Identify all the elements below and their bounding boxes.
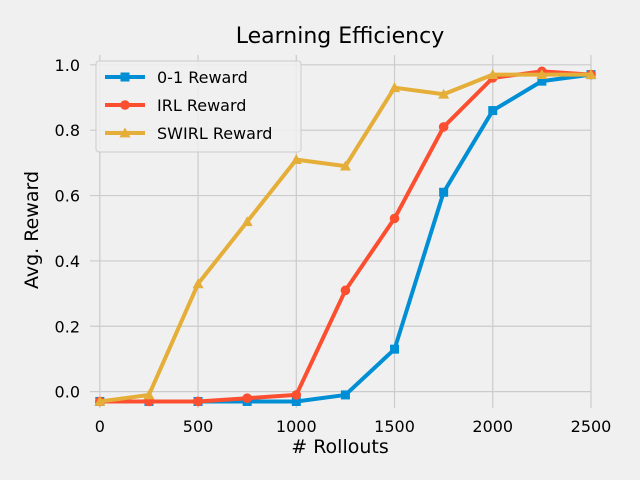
data-point-irl-reward	[438, 122, 449, 132]
x-axis-label: # Rollouts	[291, 436, 389, 458]
data-point-swirl-reward	[143, 389, 155, 400]
legend-item-swirl-reward: SWIRL Reward	[105, 124, 272, 143]
data-point-swirl-reward	[585, 69, 597, 80]
data-point-0-1-reward	[537, 76, 547, 86]
legend-item-irl-reward: IRL Reward	[105, 96, 246, 115]
data-point-swirl-reward	[290, 154, 302, 164]
y-tick-label: 1.0	[55, 56, 80, 75]
y-tick-label: 0.4	[55, 252, 80, 271]
x-tick-label: 1500	[374, 417, 415, 436]
data-point-swirl-reward	[487, 69, 499, 80]
legend-label: SWIRL Reward	[157, 124, 272, 143]
data-point-0-1-reward	[439, 187, 449, 197]
data-point-swirl-reward	[339, 160, 351, 171]
legend-item-0-1-reward: 0-1 Reward	[105, 68, 248, 87]
y-axis-label: Avg. Reward	[21, 171, 43, 289]
y-axis-ticks: 0.0 0.2 0.4 0.6 0.8 1.0	[55, 56, 80, 402]
x-tick-label: 500	[183, 417, 214, 436]
legend-marker	[120, 100, 130, 110]
data-point-swirl-reward	[241, 216, 253, 227]
y-tick-label: 0.2	[55, 317, 80, 336]
y-tick-label: 0.6	[55, 187, 80, 206]
x-tick-label: 2500	[571, 417, 612, 436]
series-swirl-reward	[94, 69, 597, 406]
data-point-irl-reward	[389, 213, 400, 224]
data-point-0-1-reward	[291, 396, 301, 406]
legend-marker	[119, 127, 131, 138]
x-tick-label: 0	[95, 417, 105, 436]
data-point-0-1-reward	[340, 390, 350, 400]
data-point-irl-reward	[242, 393, 252, 403]
data-point-swirl-reward	[94, 395, 106, 406]
x-tick-label: 2000	[472, 417, 513, 436]
legend-marker	[120, 72, 130, 82]
series-layer	[94, 66, 597, 407]
data-point-irl-reward	[340, 285, 351, 296]
legend: 0-1 Reward IRL Reward SWIRL Reward	[95, 60, 302, 153]
data-point-irl-reward	[291, 390, 302, 400]
legend-label: IRL Reward	[157, 96, 246, 115]
y-tick-label: 0.0	[55, 383, 80, 402]
data-point-0-1-reward	[488, 106, 498, 116]
x-tick-label: 1000	[276, 417, 317, 436]
chart-title: Learning Efficiency	[236, 24, 444, 49]
data-point-swirl-reward	[536, 69, 548, 80]
data-point-swirl-reward	[192, 278, 204, 289]
legend-label: 0-1 Reward	[157, 68, 248, 87]
data-point-swirl-reward	[438, 88, 450, 99]
x-axis-ticks: 0 500 1000 1500 2000 2500	[95, 417, 612, 436]
legend-frame	[95, 60, 302, 153]
data-point-0-1-reward	[390, 344, 400, 354]
data-point-irl-reward	[193, 396, 203, 407]
y-tick-label: 0.8	[55, 121, 80, 140]
data-point-swirl-reward	[389, 82, 401, 93]
